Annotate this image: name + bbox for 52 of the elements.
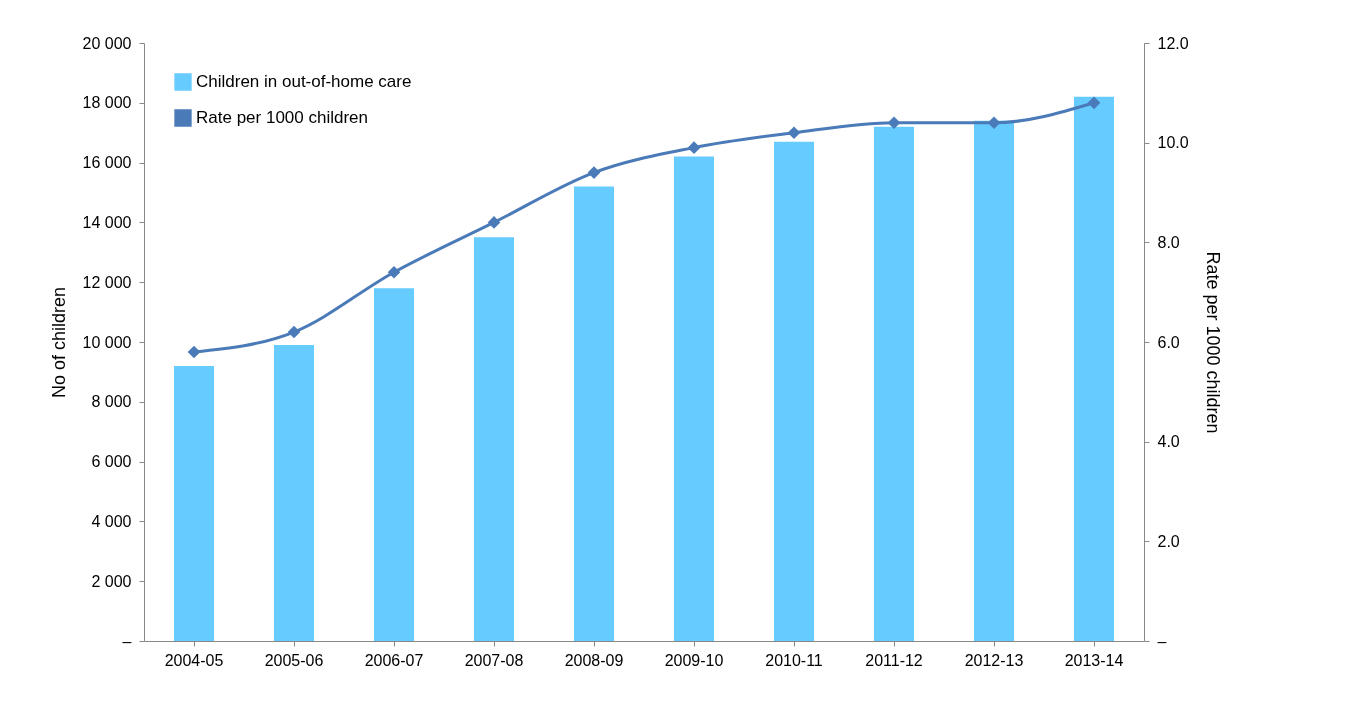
y-tick-label: 8 000: [91, 393, 132, 411]
y2-tick-label: 6.0: [1157, 333, 1180, 351]
y-tick-label: 6 000: [91, 453, 132, 471]
bar: [574, 186, 614, 641]
x-tick-label: 2013-14: [1064, 651, 1124, 669]
point: [887, 116, 901, 130]
y2-tick-label: 2.0: [1157, 532, 1180, 550]
point: [287, 325, 301, 339]
bar: [974, 120, 1014, 641]
point: [787, 126, 801, 140]
x-tick-label: 2006-07: [364, 651, 424, 669]
bar: [474, 237, 514, 641]
bar: [174, 365, 214, 641]
bar: [374, 288, 414, 641]
bar: [1074, 96, 1114, 641]
x-tick-label: 2010-11: [765, 651, 823, 669]
y-tick-label: 16 000: [82, 154, 132, 172]
bar: [774, 141, 814, 641]
x-tick-label: 2008-09: [564, 651, 624, 669]
y-tick-label: 20 000: [82, 34, 132, 52]
y2-tick-label: 4.0: [1157, 433, 1180, 451]
y-axis-title: No of children: [48, 286, 69, 399]
y-tick-label: 12 000: [82, 273, 132, 291]
x-tick-label: 2005-06: [264, 651, 324, 669]
bar: [674, 156, 714, 641]
x-tick-label: 2012-13: [964, 651, 1024, 669]
y-tick-label: –: [122, 632, 132, 650]
x-tick-label: 2007-08: [464, 651, 524, 669]
y2-tick-label: 12.0: [1157, 34, 1189, 52]
y2-tick-label: –: [1157, 632, 1167, 650]
y-tick-label: 18 000: [82, 94, 132, 112]
y2-tick-label: 8.0: [1157, 233, 1180, 251]
x-tick-label: 2004-05: [164, 651, 224, 669]
y-tick-label: 10 000: [82, 333, 132, 351]
y-tick-label: 14 000: [82, 213, 132, 231]
y2-axis-title: Rate per 1000 children: [1202, 251, 1223, 434]
y-tick-label: 4 000: [91, 512, 132, 530]
y2-tick-label: 10.0: [1157, 134, 1189, 152]
point: [987, 116, 1001, 130]
y-tick-label: 2 000: [91, 572, 132, 590]
legend-label: Rate per 1000 children: [196, 108, 369, 127]
legend-label: Children in out-of-home care: [196, 72, 412, 91]
bar: [274, 344, 314, 641]
bar: [874, 126, 914, 641]
point: [387, 265, 401, 279]
x-tick-label: 2009-10: [664, 651, 724, 669]
x-tick-label: 2011-12: [865, 651, 923, 669]
point: [1087, 96, 1101, 110]
point: [487, 216, 501, 229]
point: [187, 345, 201, 359]
point: [587, 166, 601, 179]
point: [687, 141, 701, 154]
